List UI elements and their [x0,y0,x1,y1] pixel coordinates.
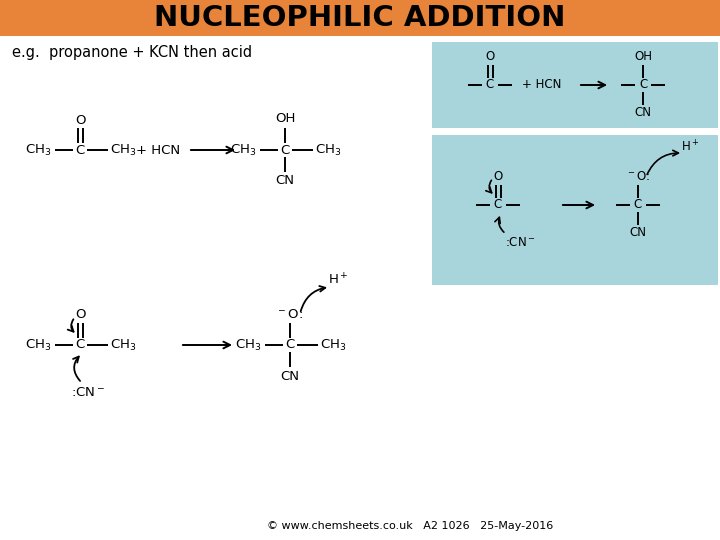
Text: CH$_3$: CH$_3$ [24,143,51,158]
Text: O: O [75,113,85,126]
Text: C: C [76,144,85,157]
Text: $^-$O:: $^-$O: [276,307,304,321]
Text: :CN$^-$: :CN$^-$ [505,237,536,249]
Bar [432,42,718,128]
Text: CN: CN [634,106,652,119]
Text: C: C [494,199,502,212]
Text: CH$_3$: CH$_3$ [24,338,51,353]
Text: CN: CN [276,174,294,187]
Text: H$^+$: H$^+$ [680,139,699,154]
Text: CH$_3$: CH$_3$ [230,143,256,158]
Text: CH$_3$: CH$_3$ [235,338,261,353]
Text: C: C [639,78,647,91]
Text: O: O [493,171,503,184]
Text: + HCN: + HCN [522,78,562,91]
Text: CH$_3$: CH$_3$ [109,143,136,158]
Text: C: C [285,339,294,352]
Text: OH: OH [634,51,652,64]
Text: © www.chemsheets.co.uk   A2 1026   25-May-2016: © www.chemsheets.co.uk A2 1026 25-May-20… [267,521,553,531]
Text: O: O [75,308,85,321]
Text: CH$_3$: CH$_3$ [315,143,341,158]
Text: CN: CN [281,369,300,382]
Bar [432,135,718,285]
Text: e.g.  propanone + KCN then acid: e.g. propanone + KCN then acid [12,44,252,59]
Text: OH: OH [275,112,295,125]
Text: $^-$O:: $^-$O: [626,171,650,184]
Text: CN: CN [629,226,647,240]
Text: C: C [280,144,289,157]
Bar [0,0,720,36]
Text: :CN$^-$: :CN$^-$ [71,387,105,400]
Text: C: C [486,78,494,91]
Text: C: C [76,339,85,352]
Text: CH$_3$: CH$_3$ [320,338,346,353]
Text: + HCN: + HCN [136,144,180,157]
Text: NUCLEOPHILIC ADDITION: NUCLEOPHILIC ADDITION [154,4,566,32]
Text: C: C [634,199,642,212]
Text: O: O [485,51,495,64]
Text: CH$_3$: CH$_3$ [109,338,136,353]
Text: H$^+$: H$^+$ [328,272,348,288]
